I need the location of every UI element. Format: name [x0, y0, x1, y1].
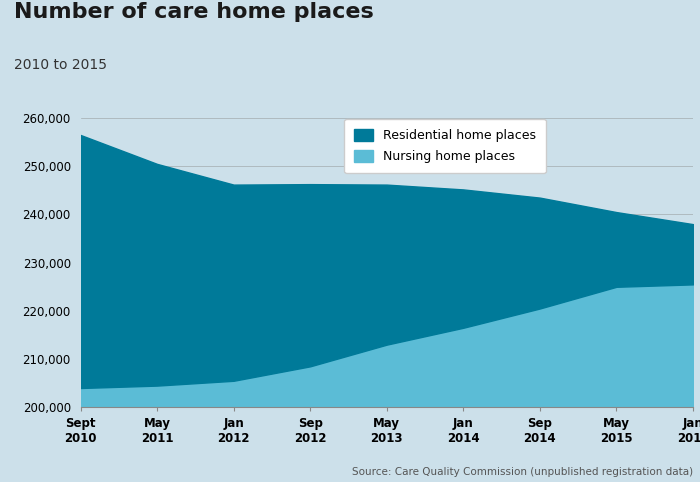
Legend: Residential home places, Nursing home places: Residential home places, Nursing home pl… — [344, 119, 546, 174]
Text: Number of care home places: Number of care home places — [14, 2, 374, 22]
Text: 2010 to 2015: 2010 to 2015 — [14, 58, 107, 72]
Text: Source: Care Quality Commission (unpublished registration data): Source: Care Quality Commission (unpubli… — [352, 467, 693, 477]
